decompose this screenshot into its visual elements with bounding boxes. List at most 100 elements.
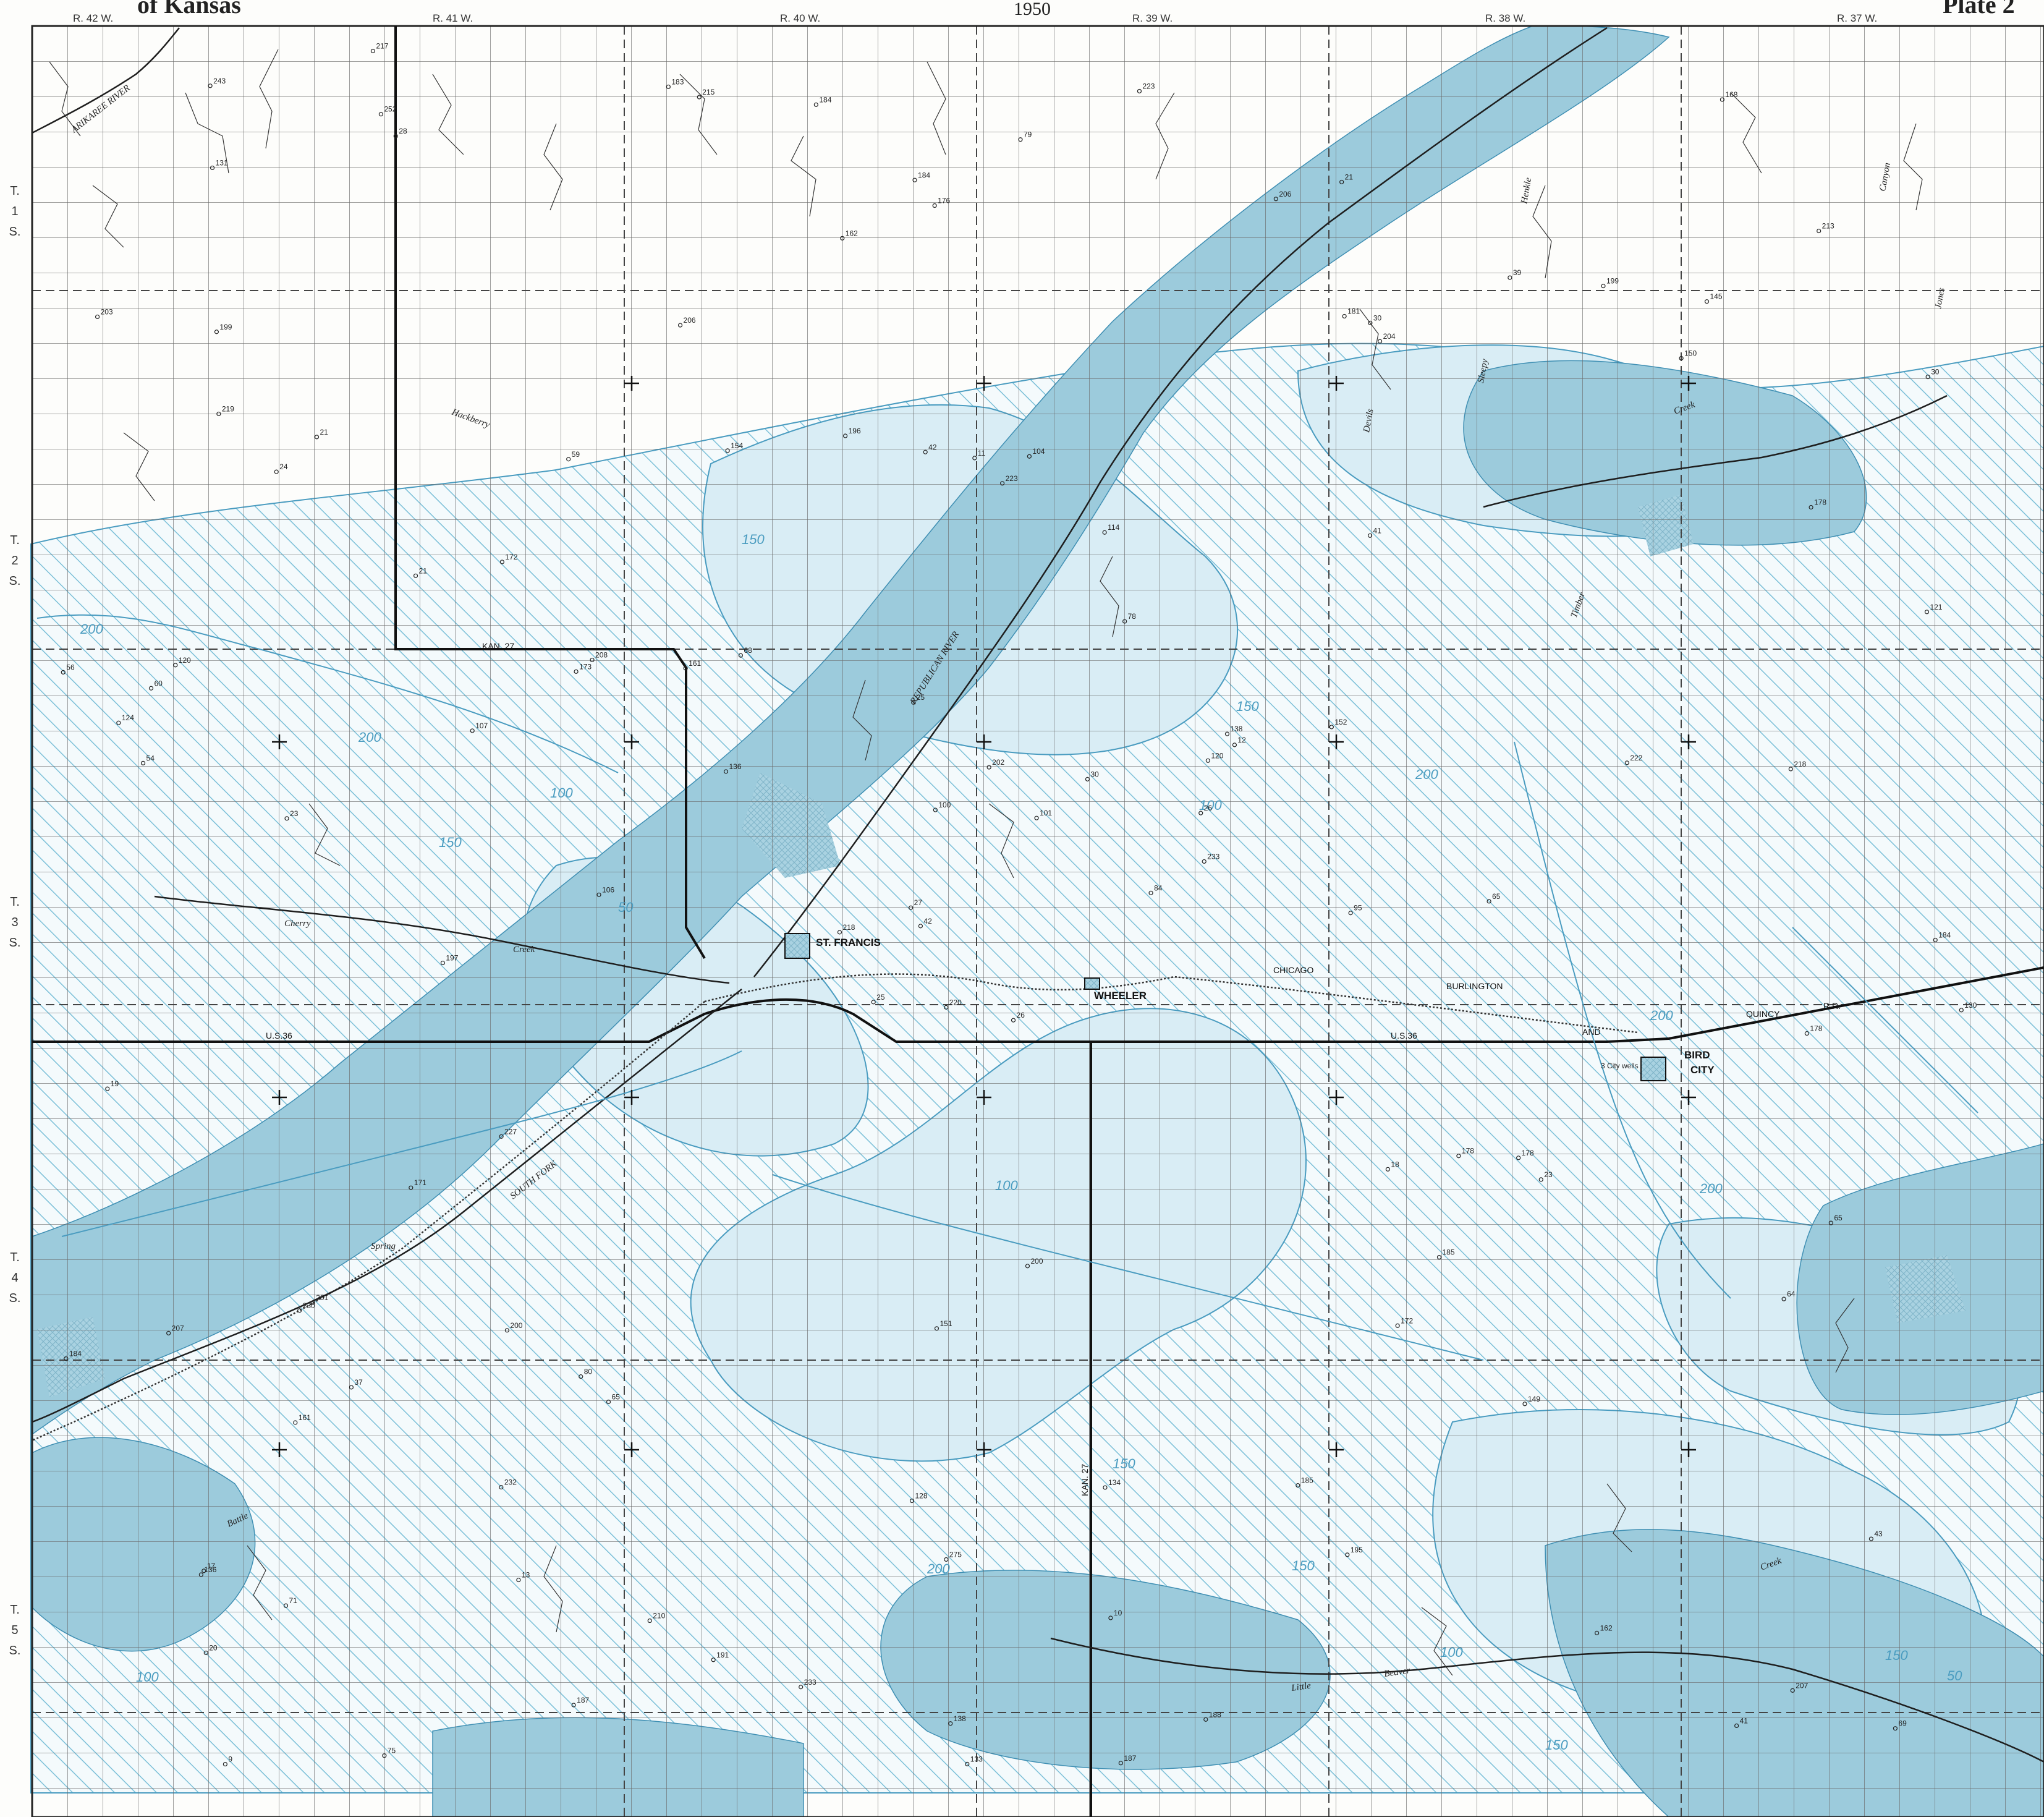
well-marker xyxy=(382,1753,387,1758)
well-number-label: 25 xyxy=(876,993,885,1002)
well-number-label: 114 xyxy=(1108,523,1119,532)
well-number-label: 37 xyxy=(354,1378,363,1387)
well-number-label: 184 xyxy=(1938,930,1951,939)
wheeler-label: WHEELER xyxy=(1094,990,1147,1002)
well-number-label: 21 xyxy=(419,566,428,575)
well-number-label: 80 xyxy=(584,1368,593,1376)
well-number-label: 168 xyxy=(1725,90,1737,99)
well-number-label: 13 xyxy=(522,1571,530,1580)
well-number-label: 200 xyxy=(510,1321,522,1330)
well-number-label: 185 xyxy=(1442,1248,1454,1257)
well-marker xyxy=(571,1703,576,1708)
well-number-label: 149 xyxy=(1528,1395,1540,1403)
well-number-label: 120 xyxy=(1211,751,1223,760)
svg-text:100: 100 xyxy=(1199,798,1222,813)
svg-text:200: 200 xyxy=(358,730,381,745)
well-number-label: 181 xyxy=(1347,307,1360,316)
well-marker xyxy=(837,930,842,935)
well-marker xyxy=(1118,1761,1123,1766)
well-number-label: 178 xyxy=(1810,1024,1822,1033)
well-number-label: 130 xyxy=(1964,1001,1977,1010)
well-number-label: 84 xyxy=(1154,883,1163,892)
svg-text:150: 150 xyxy=(1113,1456,1135,1471)
well-marker xyxy=(1377,339,1383,344)
section-grid xyxy=(32,26,2044,1817)
us-36-label-east: U.S.36 xyxy=(1391,1031,1417,1040)
year-label: 1950 xyxy=(1014,0,1051,19)
railroad-label-and: AND xyxy=(1582,1027,1601,1037)
well-marker xyxy=(986,765,991,770)
well-marker xyxy=(1436,1255,1442,1260)
well-number-label: 151 xyxy=(939,1319,952,1328)
range-label-r37w: R. 37 W. xyxy=(1837,12,1877,24)
well-number-label: 200 xyxy=(1030,1257,1043,1266)
well-marker xyxy=(944,1005,949,1010)
cherry-creek-label-2: Creek xyxy=(513,945,535,955)
svg-text:4: 4 xyxy=(11,1271,18,1285)
well-marker xyxy=(1788,767,1793,772)
railroad xyxy=(704,973,1639,1034)
well-number-label: 41 xyxy=(1740,1716,1749,1725)
us-36-label-west: U.S.36 xyxy=(266,1031,292,1040)
well-marker xyxy=(223,1761,227,1767)
well-number-label: 28 xyxy=(399,127,407,135)
well-marker xyxy=(1000,481,1005,486)
well-number-label: 79 xyxy=(1024,130,1032,139)
well-marker xyxy=(310,1300,315,1305)
well-number-label: 42 xyxy=(928,443,937,451)
well-number-label: 217 xyxy=(376,42,388,51)
well-number-label: 223 xyxy=(1006,474,1018,483)
svg-text:150: 150 xyxy=(1236,699,1259,714)
st-francis-town-block xyxy=(784,933,810,959)
well-marker xyxy=(725,448,730,453)
well-number-label: 128 xyxy=(915,1492,928,1500)
well-marker xyxy=(1790,1688,1795,1693)
well-marker xyxy=(349,1385,354,1390)
svg-text:T.: T. xyxy=(10,184,20,198)
well-number-label: 208 xyxy=(595,650,608,659)
well-number-label: 26 xyxy=(1204,804,1213,812)
well-marker xyxy=(1385,1167,1390,1172)
well-number-label: 220 xyxy=(949,998,962,1006)
bird-label: BIRD xyxy=(1684,1049,1710,1061)
well-marker xyxy=(1522,1402,1527,1406)
well-number-label: 39 xyxy=(1513,268,1522,277)
well-number-label: 185 xyxy=(1301,1476,1313,1485)
well-marker xyxy=(1925,374,1930,380)
svg-text:150: 150 xyxy=(1885,1648,1908,1663)
well-marker xyxy=(1232,743,1237,747)
well-marker xyxy=(499,560,504,564)
well-marker xyxy=(1108,1615,1113,1620)
svg-text:S.: S. xyxy=(9,1291,21,1305)
well-marker xyxy=(1933,937,1938,943)
well-marker xyxy=(370,48,375,54)
well-number-label: 23 xyxy=(290,809,299,818)
township-label-t2s: T. 2 S. xyxy=(9,534,21,588)
well-number-label: 54 xyxy=(146,754,155,762)
well-marker xyxy=(1704,299,1710,304)
well-marker xyxy=(1595,1630,1600,1635)
well-marker xyxy=(666,84,671,90)
well-marker xyxy=(166,1330,171,1335)
well-number-label: 199 xyxy=(1606,277,1619,286)
well-number-label: 206 xyxy=(684,316,696,325)
svg-text:150: 150 xyxy=(1292,1558,1315,1573)
little-beaver-label-1: Little xyxy=(1290,1681,1312,1693)
well-number-label: 43 xyxy=(1874,1530,1883,1538)
well-marker xyxy=(1025,1264,1030,1269)
well-marker xyxy=(1720,97,1725,102)
well-number-label: 204 xyxy=(1383,332,1396,341)
well-marker xyxy=(606,1399,611,1405)
well-marker xyxy=(566,457,571,462)
water-table-contours xyxy=(36,614,1978,1361)
well-number-label: 136 xyxy=(729,762,741,771)
well-number-label: 178 xyxy=(1522,1149,1534,1157)
well-marker xyxy=(1011,1018,1016,1023)
well-marker xyxy=(274,469,279,474)
well-marker xyxy=(1781,1296,1786,1301)
well-marker xyxy=(1137,88,1142,94)
well-marker xyxy=(393,134,398,138)
well-marker xyxy=(203,1650,208,1656)
well-marker xyxy=(1329,725,1334,730)
well-marker xyxy=(965,1761,970,1766)
